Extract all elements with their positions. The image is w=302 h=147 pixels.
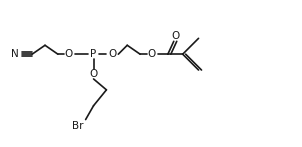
Text: N: N [11, 49, 19, 59]
Text: O: O [89, 69, 98, 79]
Text: O: O [148, 49, 156, 59]
Text: O: O [108, 49, 117, 59]
Text: O: O [65, 49, 73, 59]
Text: P: P [90, 49, 97, 59]
Text: Br: Br [72, 121, 83, 131]
Text: O: O [172, 31, 180, 41]
